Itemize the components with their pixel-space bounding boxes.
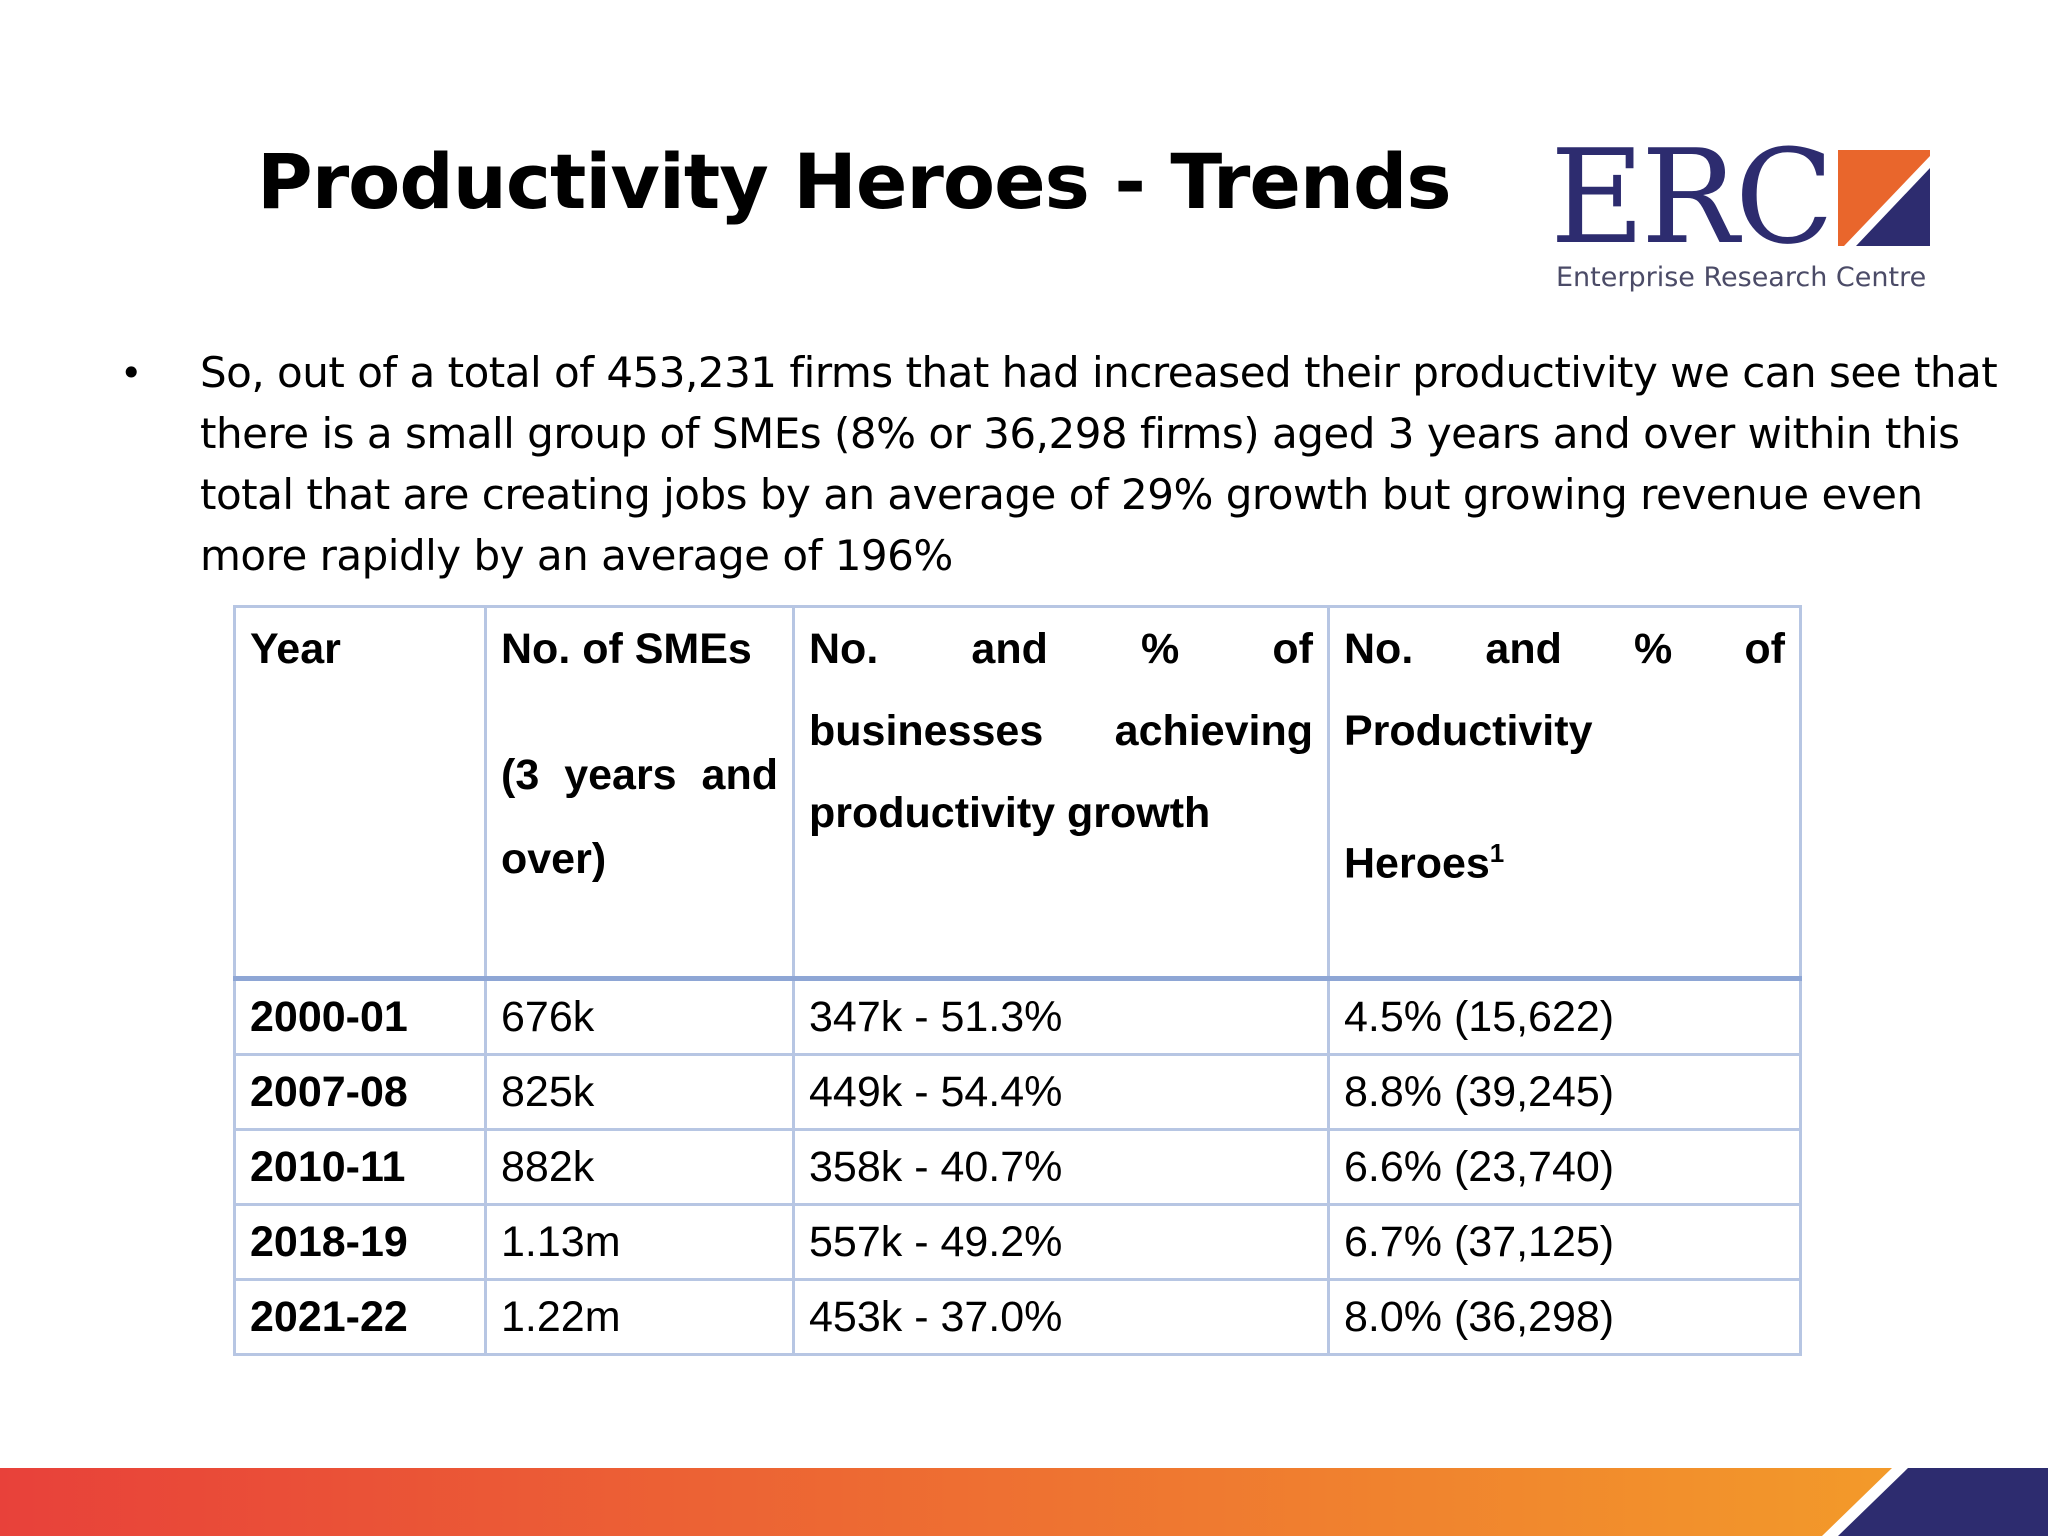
header-growth: No. and % of businesses achieving produc…: [792, 605, 1330, 980]
footer-color-bar: [0, 1468, 2048, 1536]
heroes-cell: 8.8% (39,245): [1327, 1053, 1802, 1131]
year-cell: 2007-08: [233, 1053, 487, 1131]
logo-slash-icon: [1838, 150, 1930, 246]
table-row: 2018-19 1.13m 557k - 49.2% 6.7% (37,125): [233, 1203, 1802, 1281]
heroes-cell: 6.6% (23,740): [1327, 1128, 1802, 1206]
growth-cell: 557k - 49.2%: [792, 1203, 1330, 1281]
smes-cell: 1.13m: [484, 1203, 795, 1281]
growth-cell: 358k - 40.7%: [792, 1128, 1330, 1206]
growth-cell: 449k - 54.4%: [792, 1053, 1330, 1131]
productivity-table: Year No. of SMEs (3 years and over) No. …: [233, 605, 1802, 1356]
logo-wordmark: ERC: [1550, 121, 1834, 273]
heroes-cell: 8.0% (36,298): [1327, 1278, 1802, 1356]
heroes-cell: 4.5% (15,622): [1327, 977, 1802, 1056]
table-header-row: Year No. of SMEs (3 years and over) No. …: [233, 605, 1802, 980]
header-year: Year: [233, 605, 487, 980]
header-heroes: No. and % of Productivity Heroes1: [1327, 605, 1802, 980]
smes-cell: 882k: [484, 1128, 795, 1206]
logo-tagline: Enterprise Research Centre: [1556, 262, 1927, 293]
growth-cell: 347k - 51.3%: [792, 977, 1330, 1056]
growth-cell: 453k - 37.0%: [792, 1278, 1330, 1356]
smes-cell: 825k: [484, 1053, 795, 1131]
year-cell: 2021-22: [233, 1278, 487, 1356]
year-cell: 2010-11: [233, 1128, 487, 1206]
smes-cell: 1.22m: [484, 1278, 795, 1356]
heroes-cell: 6.7% (37,125): [1327, 1203, 1802, 1281]
table-row: 2007-08 825k 449k - 54.4% 8.8% (39,245): [233, 1053, 1802, 1131]
table-row: 2010-11 882k 358k - 40.7% 6.6% (23,740): [233, 1128, 1802, 1206]
table-row: 2021-22 1.22m 453k - 37.0% 8.0% (36,298): [233, 1278, 1802, 1356]
smes-cell: 676k: [484, 977, 795, 1056]
bullet-text: So, out of a total of 453,231 firms that…: [200, 348, 1998, 580]
table-row: 2000-01 676k 347k - 51.3% 4.5% (15,622): [233, 977, 1802, 1056]
year-cell: 2018-19: [233, 1203, 487, 1281]
erc-logo: ERC Enterprise Research Centre: [1550, 132, 1930, 300]
footnote-marker: 1: [1489, 838, 1505, 868]
slide-title: Productivity Heroes - Trends: [257, 137, 1452, 226]
bullet-icon: •: [120, 351, 143, 395]
year-cell: 2000-01: [233, 977, 487, 1056]
header-smes: No. of SMEs (3 years and over): [484, 605, 795, 980]
